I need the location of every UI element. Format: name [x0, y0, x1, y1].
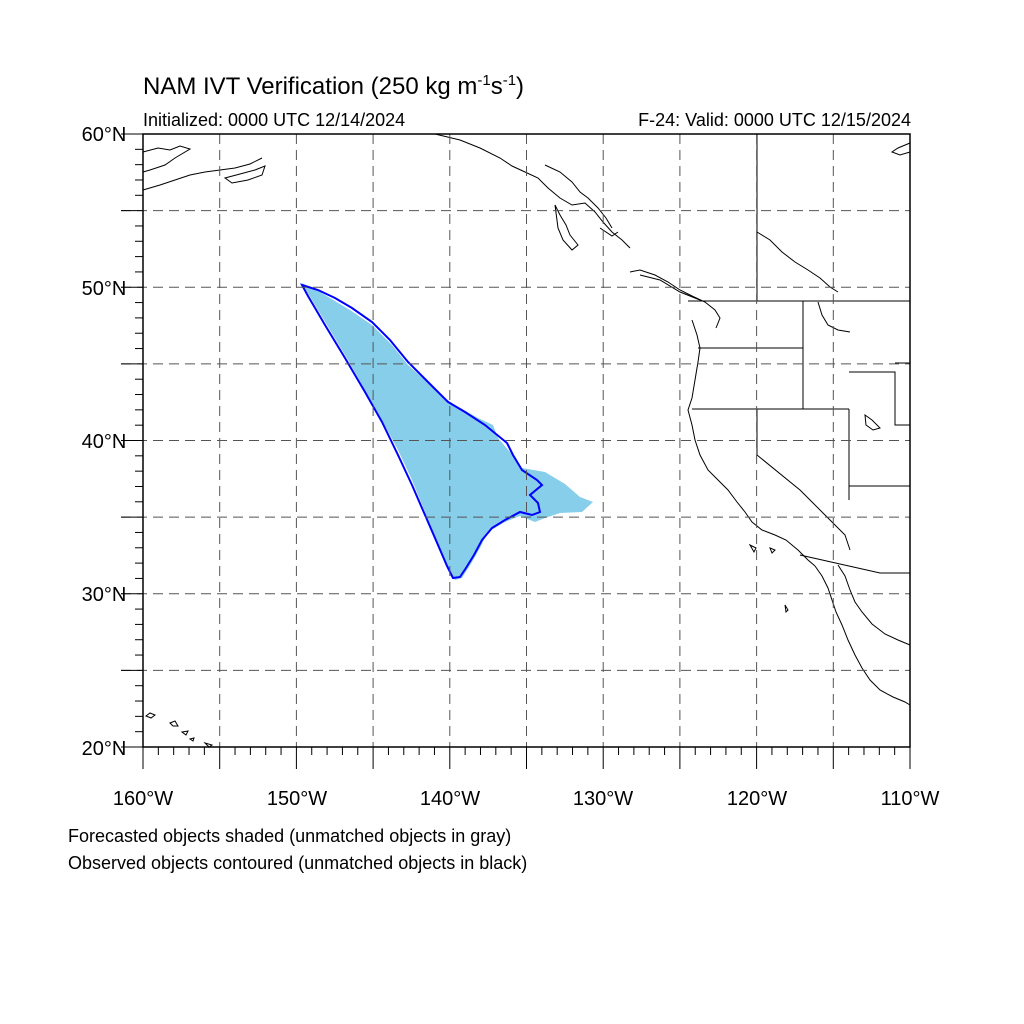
- lon-label-160w: 160°W: [113, 788, 173, 810]
- title-mid: s: [490, 73, 503, 100]
- valid-time-label: F-24: Valid: 0000 UTC 12/15/2024: [638, 110, 911, 130]
- lon-label-150w: 150°W: [267, 788, 327, 810]
- axis-ticks: [121, 133, 911, 769]
- title-exponent-2: -1: [502, 72, 517, 89]
- lat-label-50n: 50°N: [82, 278, 127, 300]
- title-exponent-1: -1: [477, 72, 491, 89]
- hawaii-coastline: [144, 712, 214, 748]
- lat-label-20n: 20°N: [82, 738, 127, 760]
- map-title: NAM IVT Verification (250 kg m-1s-1): [143, 72, 524, 101]
- forecast-legend-note: Forecasted objects shaded (unmatched obj…: [68, 826, 512, 846]
- political-boundaries: [688, 134, 910, 574]
- lon-label-140w: 140°W: [420, 788, 480, 810]
- forecast-object: [302, 283, 593, 580]
- lon-label-110w: 110°W: [881, 788, 940, 810]
- title-main: NAM IVT Verification (250 kg m: [143, 73, 478, 100]
- initialized-label: Initialized: 0000 UTC 12/14/2024: [143, 110, 406, 130]
- lon-label-130w: 130°W: [573, 788, 633, 810]
- observed-legend-note: Observed objects contoured (unmatched ob…: [68, 853, 528, 873]
- lon-label-120w: 120°W: [727, 788, 787, 810]
- lat-label-30n: 30°N: [82, 584, 127, 606]
- lat-label-40n: 40°N: [82, 431, 127, 453]
- title-end: ): [516, 73, 525, 100]
- observed-object-contour: [299, 283, 544, 580]
- coastline: [142, 133, 911, 706]
- lat-label-60n: 60°N: [82, 124, 127, 146]
- gridlines: [121, 134, 910, 747]
